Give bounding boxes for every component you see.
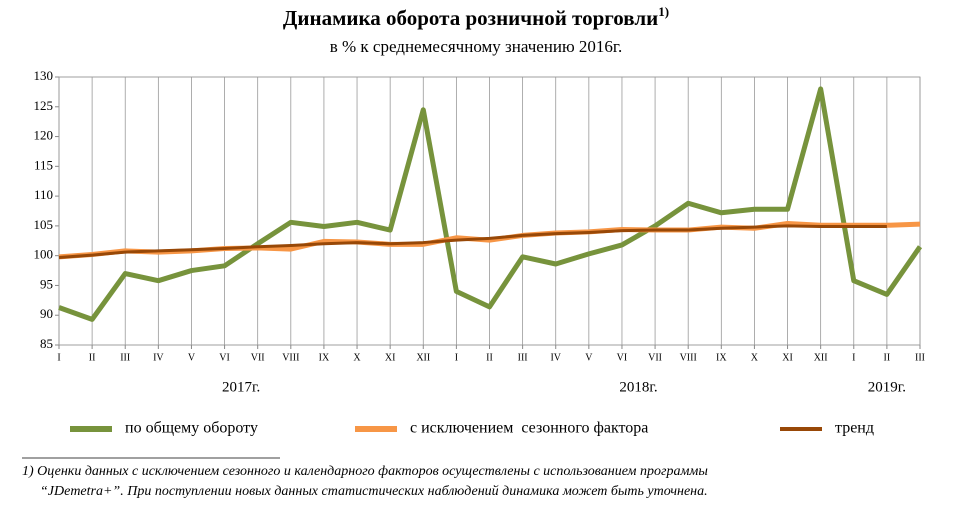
title-note: 1): [658, 4, 669, 19]
x-tick-label: I: [852, 352, 855, 363]
x-tick-label: XII: [814, 352, 828, 363]
y-tick-label: 110: [34, 187, 53, 202]
chart-subtitle: в % к среднемесячному значению 2016г.: [330, 37, 623, 56]
y-tick-label: 120: [34, 128, 54, 143]
series-line: [58, 86, 923, 322]
footnote: 1) Оценки данных с исключением сезонного…: [22, 464, 708, 479]
x-tick-label: IV: [153, 352, 164, 363]
footnote: “JDemetra+”. При поступлении новых данны…: [40, 484, 708, 499]
x-tick-label: I: [57, 352, 60, 363]
y-tick-label: 90: [40, 306, 53, 321]
y-tick-label: 130: [34, 68, 54, 83]
x-tick-label: XII: [416, 352, 430, 363]
x-tick-label: I: [455, 352, 458, 363]
x-tick-label: III: [915, 352, 925, 363]
title-text: Динамика оборота розничной торговли: [283, 6, 658, 30]
x-tick-label: VII: [251, 352, 265, 363]
y-tick-label: 85: [40, 336, 53, 351]
x-tick-label: V: [585, 352, 593, 363]
x-tick-label: XI: [385, 352, 396, 363]
x-group-label: 2019г.: [868, 379, 906, 395]
x-group-label: 2017г.: [222, 379, 260, 395]
x-tick-label: VIII: [282, 352, 299, 363]
legend-label: по общему обороту: [125, 420, 258, 437]
x-tick-label: II: [89, 352, 96, 363]
x-tick-label: II: [486, 352, 493, 363]
legend-label: тренд: [835, 420, 874, 437]
x-tick-label: VII: [648, 352, 662, 363]
x-tick-label: X: [353, 352, 361, 363]
y-tick-label: 115: [34, 157, 53, 172]
x-tick-label: VI: [219, 352, 230, 363]
x-tick-label: II: [884, 352, 891, 363]
x-tick-label: IX: [319, 352, 330, 363]
x-tick-label: VIII: [680, 352, 697, 363]
y-tick-label: 100: [34, 247, 54, 262]
x-tick-label: IV: [550, 352, 561, 363]
y-tick-label: 125: [34, 98, 54, 113]
x-group-label: 2018г.: [619, 379, 657, 395]
chart-title: Динамика оборота розничной торговли1): [283, 4, 669, 30]
x-tick-label: XI: [782, 352, 793, 363]
y-tick-label: 105: [34, 217, 54, 232]
series-line: [58, 224, 887, 259]
x-tick-label: X: [751, 352, 759, 363]
x-tick-label: III: [120, 352, 130, 363]
x-tick-label: III: [518, 352, 528, 363]
y-tick-label: 95: [40, 276, 53, 291]
x-tick-label: V: [188, 352, 196, 363]
x-tick-label: VI: [617, 352, 628, 363]
legend-label: с исключением сезонного фактора: [410, 420, 648, 437]
x-tick-label: IX: [716, 352, 727, 363]
